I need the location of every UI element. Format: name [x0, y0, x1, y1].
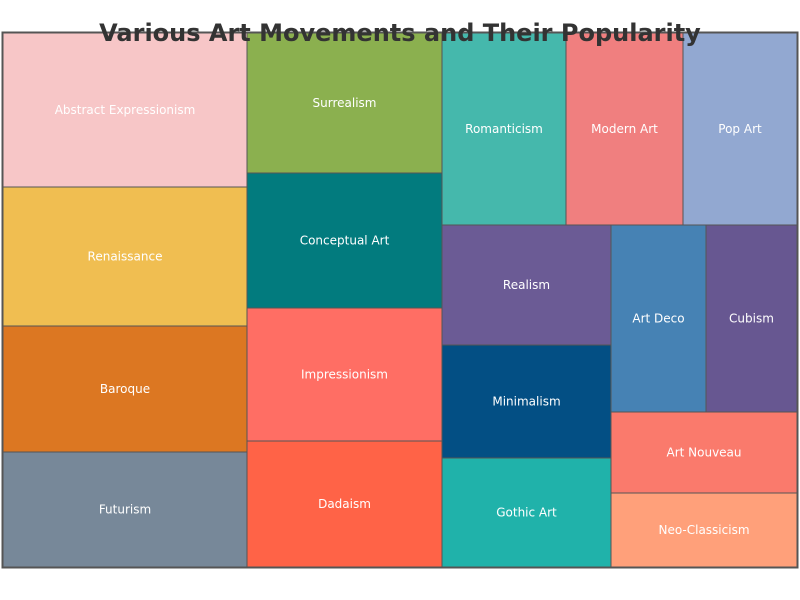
- treemap-rect-futurism: [3, 452, 247, 567]
- treemap-cell-romanticism[interactable]: Romanticism: [442, 33, 566, 225]
- treemap-rect-art-deco: [611, 225, 706, 412]
- treemap-rect-impressionism: [247, 308, 442, 441]
- treemap-cell-cubism[interactable]: Cubism: [706, 225, 797, 412]
- treemap-rect-cubism: [706, 225, 797, 412]
- treemap-cell-gothic-art[interactable]: Gothic Art: [442, 458, 611, 567]
- treemap-label-surrealism: Surrealism: [313, 96, 377, 110]
- treemap-label-gothic-art: Gothic Art: [496, 506, 557, 520]
- treemap-rect-neo-classicism: [611, 493, 797, 567]
- treemap-cell-art-deco[interactable]: Art Deco: [611, 225, 706, 412]
- treemap-label-pop-art: Pop Art: [718, 122, 762, 136]
- treemap-cell-impressionism[interactable]: Impressionism: [247, 308, 442, 441]
- treemap-cell-dadaism[interactable]: Dadaism: [247, 441, 442, 567]
- treemap-rect-surrealism: [247, 33, 442, 173]
- treemap-label-art-deco: Art Deco: [632, 312, 684, 326]
- treemap-cell-pop-art[interactable]: Pop Art: [683, 33, 797, 225]
- treemap-cell-abstract-expressionism[interactable]: Abstract Expressionism: [3, 33, 247, 187]
- treemap-rect-minimalism: [442, 345, 611, 458]
- treemap-label-romanticism: Romanticism: [465, 122, 543, 136]
- treemap-rect-modern-art: [566, 33, 683, 225]
- treemap-label-renaissance: Renaissance: [88, 250, 163, 264]
- treemap-cell-realism[interactable]: Realism: [442, 225, 611, 345]
- treemap-label-neo-classicism: Neo-Classicism: [658, 523, 749, 537]
- treemap-cell-renaissance[interactable]: Renaissance: [3, 187, 247, 326]
- treemap-label-dadaism: Dadaism: [318, 497, 371, 511]
- treemap-label-baroque: Baroque: [100, 382, 150, 396]
- treemap-label-impressionism: Impressionism: [301, 368, 388, 382]
- treemap-rect-romanticism: [442, 33, 566, 225]
- treemap-cell-neo-classicism[interactable]: Neo-Classicism: [611, 493, 797, 567]
- treemap-rect-baroque: [3, 326, 247, 452]
- treemap-cell-art-nouveau[interactable]: Art Nouveau: [611, 412, 797, 493]
- treemap-label-futurism: Futurism: [99, 503, 151, 517]
- treemap-cell-modern-art[interactable]: Modern Art: [566, 33, 683, 225]
- treemap-cell-minimalism[interactable]: Minimalism: [442, 345, 611, 458]
- treemap-label-modern-art: Modern Art: [591, 122, 658, 136]
- treemap-cell-baroque[interactable]: Baroque: [3, 326, 247, 452]
- treemap-rect-abstract-expressionism: [3, 33, 247, 187]
- treemap-rect-realism: [442, 225, 611, 345]
- treemap-label-conceptual-art: Conceptual Art: [300, 234, 390, 248]
- treemap-rect-art-nouveau: [611, 412, 797, 493]
- treemap-cell-surrealism[interactable]: Surrealism: [247, 33, 442, 173]
- treemap-cell-futurism[interactable]: Futurism: [3, 452, 247, 567]
- treemap-label-minimalism: Minimalism: [492, 395, 560, 409]
- treemap-rect-renaissance: [3, 187, 247, 326]
- treemap-rect-pop-art: [683, 33, 797, 225]
- treemap-rect-dadaism: [247, 441, 442, 567]
- treemap-label-art-nouveau: Art Nouveau: [666, 446, 741, 460]
- treemap-rect-gothic-art: [442, 458, 611, 567]
- treemap-cell-conceptual-art[interactable]: Conceptual Art: [247, 173, 442, 308]
- treemap-rect-conceptual-art: [247, 173, 442, 308]
- chart-title: Various Art Movements and Their Populari…: [99, 19, 701, 47]
- treemap-label-realism: Realism: [503, 278, 550, 292]
- treemap-label-abstract-expressionism: Abstract Expressionism: [55, 103, 196, 117]
- treemap-label-cubism: Cubism: [729, 312, 774, 326]
